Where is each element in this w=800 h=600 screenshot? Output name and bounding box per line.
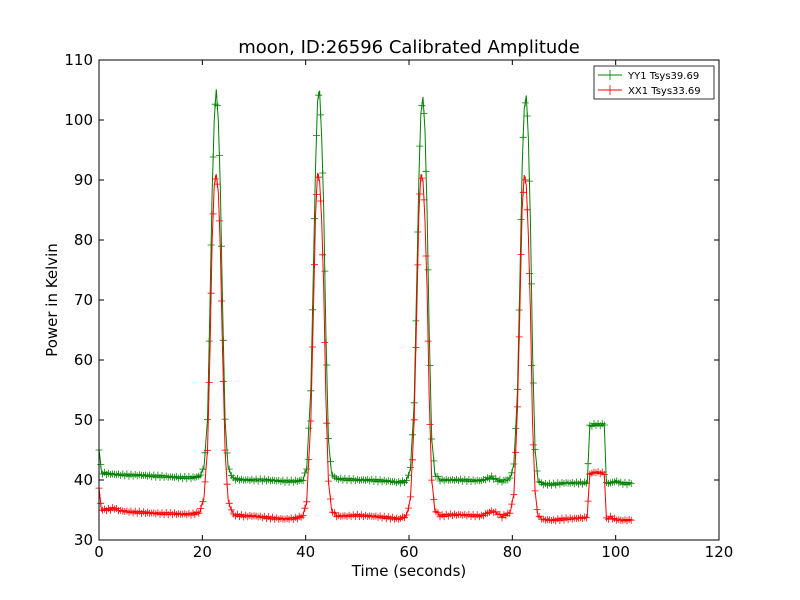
x-tick-label: 0 (94, 543, 104, 561)
series-layer (95, 89, 635, 525)
x-axis-label: Time (seconds) (351, 562, 467, 580)
y-tick-label: 30 (74, 531, 93, 549)
y-tick-label: 90 (74, 171, 93, 189)
y-tick-label: 50 (74, 411, 93, 429)
x-tick-label: 60 (399, 543, 418, 561)
y-tick-label: 60 (74, 351, 93, 369)
y-tick-label: 80 (74, 231, 93, 249)
legend-marker-1 (605, 85, 615, 95)
legend-box (593, 65, 715, 100)
y-axis-label: Power in Kelvin (43, 243, 61, 357)
y-axis: 30 40 50 60 70 80 90 100 110 (64, 51, 719, 549)
x-tick-label: 80 (503, 543, 522, 561)
legend-label-1: XX1 Tsys33.69 (628, 86, 701, 97)
y-tick-label: 100 (64, 111, 93, 129)
y-tick-label: 70 (74, 291, 93, 309)
x-tick-label: 100 (601, 543, 630, 561)
x-tick-label: 20 (193, 543, 212, 561)
x-tick-label: 40 (296, 543, 315, 561)
y-tick-label: 40 (74, 471, 93, 489)
legend: YY1 Tsys39.69 XX1 Tsys33.69 (593, 65, 715, 100)
x-axis: 0 20 40 60 80 100 120 (94, 60, 733, 561)
x-tick-label: 120 (705, 543, 734, 561)
y-tick-label: 110 (64, 51, 93, 69)
legend-marker-0 (605, 70, 615, 80)
legend-label-0: YY1 Tsys39.69 (627, 71, 699, 82)
chart-title: moon, ID:26596 Calibrated Amplitude (238, 37, 580, 58)
